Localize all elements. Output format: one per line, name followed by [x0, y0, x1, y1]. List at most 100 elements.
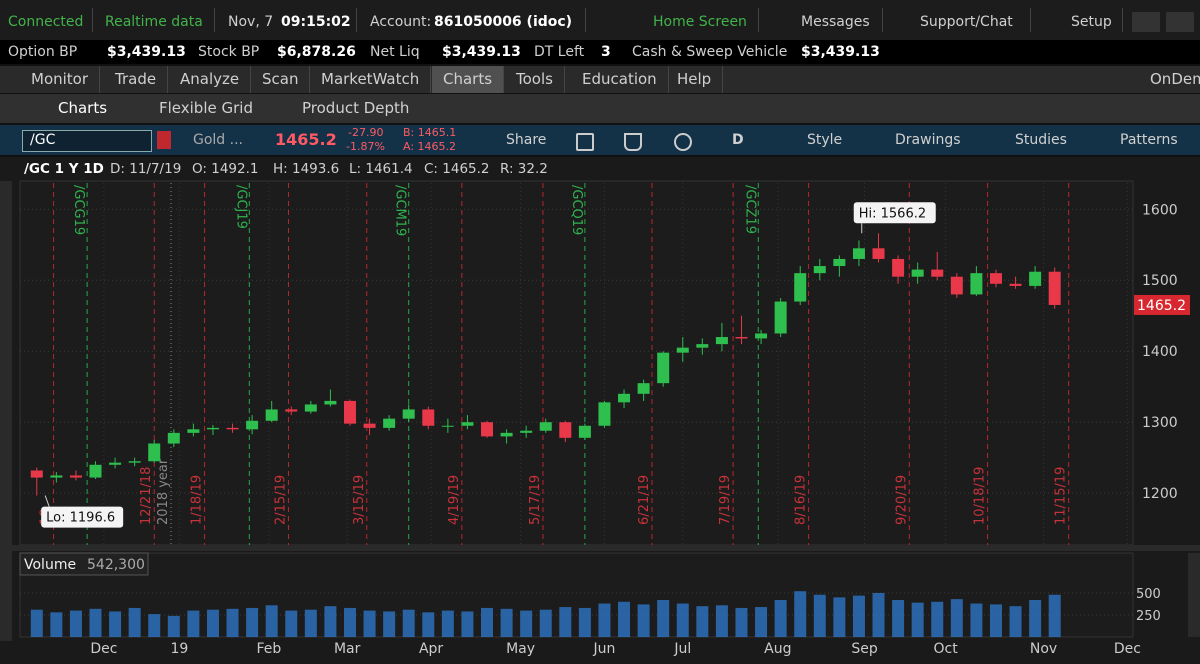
info-icon[interactable] — [576, 133, 594, 151]
expiration-label: 8/16/19 — [794, 475, 809, 525]
menu-tab[interactable]: Monitor — [20, 66, 101, 93]
header-field: /GC 1 Y 1D — [24, 161, 104, 177]
support[interactable]: Support/Chat — [920, 14, 1013, 30]
lab-icon[interactable] — [624, 133, 642, 151]
candle-body — [911, 269, 924, 277]
menu-tab[interactable]: Education — [571, 66, 669, 93]
chart: Volume 542,300 1200 1300 1400 1500 1600 Dec 19… — [0, 180, 1200, 664]
x-tick-label: Oct — [934, 641, 959, 657]
volume-bar — [618, 601, 631, 637]
symbol-box[interactable] — [22, 130, 152, 152]
candle-body — [89, 464, 102, 478]
maximize[interactable] — [1166, 12, 1194, 32]
annotation-text: Hi: 1566.2 — [859, 206, 926, 221]
sub-tab[interactable]: Flexible Grid — [159, 99, 253, 117]
year-label: 2018 year — [156, 458, 171, 525]
y-tick-label: 1500 — [1142, 273, 1178, 289]
messages[interactable]: Messages — [801, 14, 870, 30]
expiration-label: 3/15/19 — [352, 475, 367, 525]
setup[interactable]: Setup — [1071, 14, 1112, 30]
volume-bar — [735, 607, 748, 637]
volume-bar — [813, 594, 826, 637]
balance-value: $6,878.26 — [277, 44, 356, 60]
account[interactable]: 861050006 (idoc) — [434, 14, 573, 30]
period[interactable]: D — [732, 132, 744, 148]
header-field: L: 1461.4 — [349, 161, 413, 177]
volume-title: Volume — [24, 557, 76, 573]
change-pct: -1.87% — [346, 140, 385, 153]
menu-tab[interactable]: Tools — [505, 66, 565, 93]
drawings[interactable]: Drawings — [895, 132, 961, 148]
header-field: R: 32.2 — [500, 161, 548, 177]
candle-body — [950, 276, 963, 295]
contract-label: /GCG19 — [71, 185, 86, 235]
volume-bar — [500, 608, 513, 637]
candle-body — [109, 462, 122, 465]
volume-bar — [265, 605, 278, 637]
x-tick-label: Jun — [593, 641, 616, 657]
volume-bar — [931, 601, 944, 637]
volume-bar — [520, 610, 533, 637]
header-field: O: 1492.1 — [192, 161, 259, 177]
candle-body — [774, 301, 787, 334]
menu-right[interactable]: OnDem — [1150, 70, 1200, 88]
menu-tab[interactable]: Scan — [251, 66, 311, 93]
style[interactable]: Style — [807, 132, 843, 148]
volume-bar — [833, 597, 846, 637]
candle-body — [324, 400, 337, 405]
candle-body — [363, 423, 376, 428]
x-tick-label: Feb — [256, 641, 281, 657]
candle-body — [500, 432, 513, 437]
volume-header-box — [19, 552, 149, 576]
volume-bar — [30, 609, 43, 637]
symbol[interactable]: /GC — [30, 132, 56, 148]
home-screen[interactable]: Home Screen — [653, 14, 747, 30]
date: Nov, 7 — [228, 14, 274, 30]
candle-body — [676, 347, 689, 353]
menu-tab[interactable]: Help — [666, 66, 724, 93]
realtime[interactable]: Realtime data — [105, 14, 203, 30]
annotation-leader — [44, 495, 50, 507]
y-tick-label: 1400 — [1142, 344, 1178, 360]
menu-tab[interactable]: Charts — [432, 66, 505, 93]
volume-bar — [50, 612, 63, 637]
volume-bar — [363, 610, 376, 637]
volume-bar — [539, 609, 552, 637]
patterns[interactable]: Patterns — [1120, 132, 1178, 148]
balance-label: Cash & Sweep Vehicle — [632, 44, 788, 60]
annotation-box — [853, 202, 936, 224]
expiration-label: 10/18/19 — [973, 467, 988, 525]
share[interactable]: Share — [506, 132, 547, 148]
settings-icon[interactable] — [674, 133, 692, 151]
menu-tab[interactable]: Trade — [104, 66, 169, 93]
y-tick-label: 1300 — [1142, 415, 1178, 431]
volume-bar — [343, 607, 356, 637]
time: 09:15:02 — [281, 14, 351, 30]
candle-body — [148, 443, 161, 462]
volume-bar — [950, 599, 963, 637]
candle-body — [970, 273, 983, 295]
menu-tab[interactable]: Analyze — [169, 66, 252, 93]
balance-label: Stock BP — [198, 44, 260, 60]
candle-body — [852, 248, 865, 259]
balance-value: $3,439.13 — [801, 44, 880, 60]
account-label: Account: — [370, 14, 432, 30]
candle-body — [1009, 283, 1022, 286]
volume-bar — [989, 604, 1002, 637]
symbol-link[interactable] — [157, 131, 171, 149]
sub-tab[interactable]: Product Depth — [302, 99, 410, 117]
sub-tab[interactable]: Charts — [58, 99, 108, 117]
volume-bar — [1009, 606, 1022, 637]
volume-bar — [715, 605, 728, 637]
x-tick-label: Dec — [90, 641, 117, 657]
studies[interactable]: Studies — [1015, 132, 1067, 148]
y-tick-label: 1200 — [1142, 486, 1178, 502]
minimize[interactable] — [1132, 12, 1160, 32]
candle-body — [618, 393, 631, 403]
menu-tab[interactable]: MarketWatch — [310, 66, 432, 93]
panel-divider — [0, 545, 1200, 551]
description: Gold ... — [193, 132, 243, 148]
volume-bar — [187, 610, 200, 637]
candle-body — [461, 422, 474, 426]
